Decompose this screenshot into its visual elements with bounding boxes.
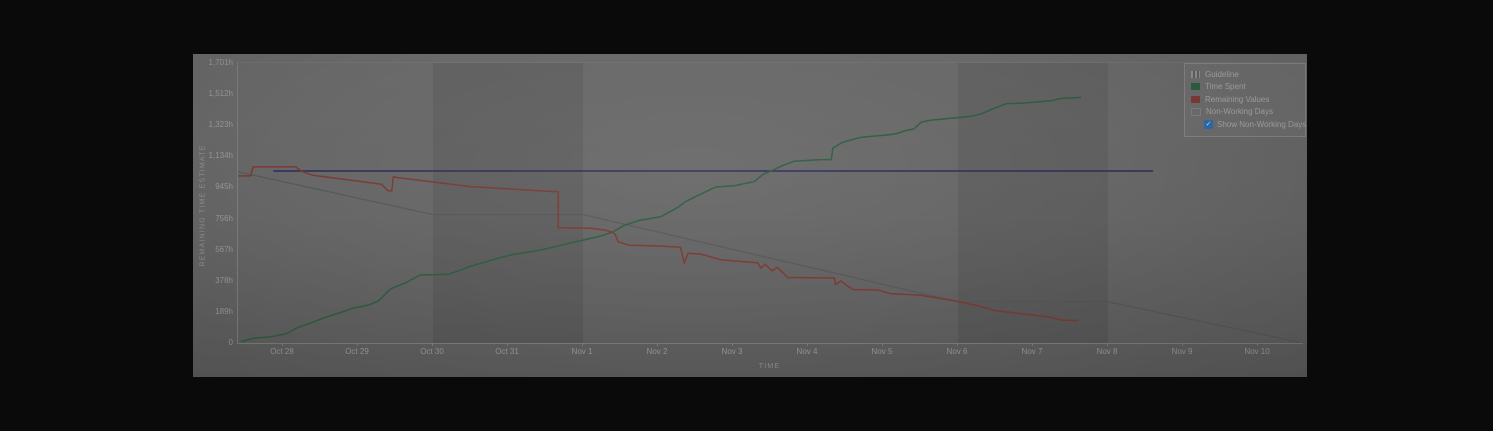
x-tick-label: Nov 3 xyxy=(721,347,743,356)
time_spent-line xyxy=(240,96,1082,343)
legend-label: Guideline xyxy=(1205,69,1239,79)
x-tick-label: Nov 5 xyxy=(871,347,893,356)
x-tick-label: Nov 6 xyxy=(946,347,968,356)
y-tick-label: 1,323h xyxy=(208,120,233,130)
x-tick-label: Oct 30 xyxy=(420,347,444,356)
checkmark-icon: ✓ xyxy=(1205,121,1212,128)
legend: Guideline Time Spent Remaining Values No… xyxy=(1184,63,1306,137)
legend-label: Remaining Values xyxy=(1205,94,1270,104)
x-tick-mark xyxy=(282,343,283,346)
x-tick-mark xyxy=(582,343,583,346)
x-tick-mark xyxy=(1107,343,1108,346)
show-non-working-days-checkbox[interactable]: ✓ xyxy=(1204,120,1213,129)
y-tick-label: 756h xyxy=(215,213,233,223)
legend-item-time-spent: Time Spent xyxy=(1191,81,1305,94)
x-tick-label: Nov 8 xyxy=(1096,347,1118,356)
x-tick-label: Nov 2 xyxy=(646,347,668,356)
x-axis-title: TIME xyxy=(758,363,781,370)
show-non-working-days-label: Show Non-Working Days xyxy=(1217,120,1307,129)
x-tick-label: Nov 7 xyxy=(1021,347,1043,356)
x-tick-mark xyxy=(1257,343,1258,346)
x-tick-mark xyxy=(657,343,658,346)
burndown-chart-card: REMAINING TIME ESTIMATE 0 189h 378h 567h 756… xyxy=(193,54,1307,377)
y-axis-title: REMAINING TIME ESTIMATE xyxy=(199,144,207,267)
x-tick-mark xyxy=(882,343,883,346)
non-working-days-weekend-1 xyxy=(433,63,583,343)
legend-label: Time Spent xyxy=(1205,82,1246,92)
x-tick-label: Nov 1 xyxy=(571,347,593,356)
non-working-days-swatch-icon xyxy=(1191,107,1201,116)
legend-label: Non-Working Days xyxy=(1206,107,1273,117)
x-tick-label: Oct 28 xyxy=(270,347,294,356)
chart-canvas xyxy=(238,63,1303,343)
guideline-swatch-icon xyxy=(1191,70,1200,78)
x-tick-mark xyxy=(357,343,358,346)
y-tick-label: 1,512h xyxy=(208,89,233,99)
y-tick-label: 0 xyxy=(228,338,233,347)
time-spent-swatch-icon xyxy=(1191,83,1200,91)
x-tick-label: Oct 31 xyxy=(495,347,519,356)
x-tick-label: Nov 9 xyxy=(1171,347,1193,356)
non-working-days-weekend-2 xyxy=(958,63,1108,343)
x-tick-mark xyxy=(1032,343,1033,346)
remaining_values-line xyxy=(238,166,1079,322)
x-tick-mark xyxy=(807,343,808,346)
y-tick-label: 1,701h xyxy=(208,58,233,67)
y-tick-label: 189h xyxy=(215,306,233,316)
y-tick-label: 567h xyxy=(215,244,233,254)
y-tick-label: 378h xyxy=(215,275,233,285)
x-tick-mark xyxy=(732,343,733,346)
x-tick-label: Nov 4 xyxy=(796,347,818,356)
legend-item-remaining-values: Remaining Values xyxy=(1191,93,1305,106)
x-tick-mark xyxy=(432,343,433,346)
legend-item-guideline: Guideline xyxy=(1191,68,1305,81)
x-tick-mark xyxy=(1182,343,1183,346)
y-tick-label: 1,134h xyxy=(208,151,233,161)
y-tick-label: 945h xyxy=(215,182,233,192)
remaining-values-swatch-icon xyxy=(1191,95,1200,103)
x-tick-label: Oct 29 xyxy=(345,347,369,356)
guideline-line xyxy=(238,171,1303,343)
show-non-working-days-row: ✓ Show Non-Working Days xyxy=(1204,118,1307,131)
legend-item-non-working-days: Non-Working Days xyxy=(1191,106,1305,119)
x-tick-mark xyxy=(507,343,508,346)
x-tick-label: Nov 10 xyxy=(1244,347,1270,356)
x-tick-mark xyxy=(957,343,958,346)
plot-area xyxy=(237,62,1303,344)
